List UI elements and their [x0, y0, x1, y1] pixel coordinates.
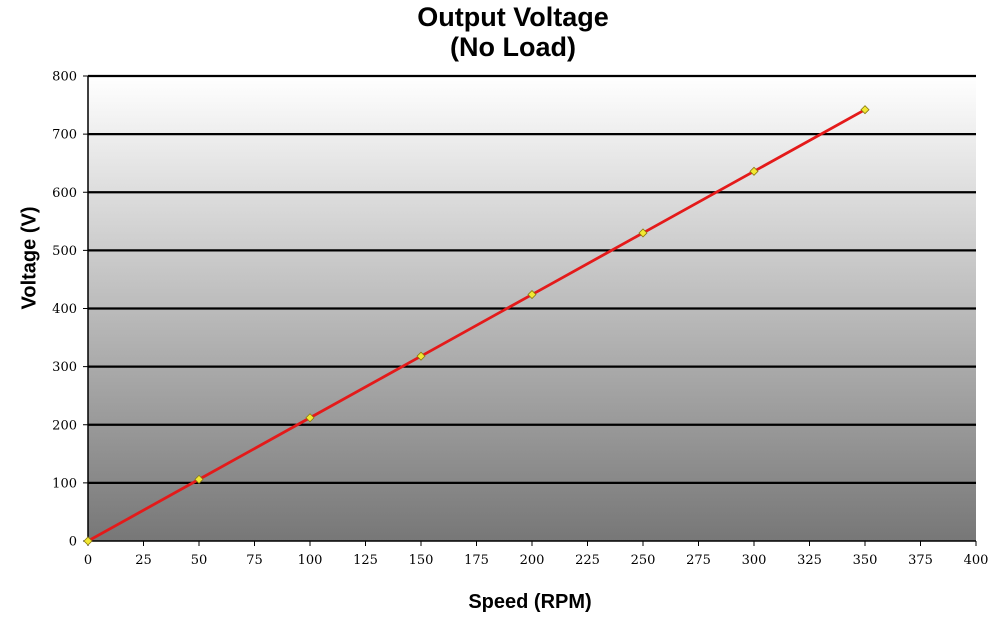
x-tick-label: 25 — [135, 553, 152, 568]
chart-title-line-1: Output Voltage — [417, 2, 609, 32]
x-tick-label: 100 — [298, 553, 323, 568]
chart-title-line-2: (No Load) — [450, 32, 576, 62]
data-point — [860, 105, 870, 115]
x-tick-label: 175 — [464, 553, 489, 568]
data-point — [416, 351, 426, 361]
y-tick-label: 0 — [69, 535, 77, 550]
data-point — [305, 413, 315, 423]
y-tick-label: 800 — [52, 70, 77, 85]
x-tick-label: 50 — [191, 553, 208, 568]
x-tick-label: 325 — [797, 553, 822, 568]
x-tick-label: 150 — [409, 553, 434, 568]
y-tick-label: 100 — [52, 476, 77, 491]
x-tick-label: 375 — [908, 553, 933, 568]
y-tick-label: 400 — [52, 302, 77, 317]
x-tick-label: 200 — [520, 553, 545, 568]
y-tick-label: 200 — [52, 418, 77, 433]
x-tick-label: 75 — [246, 553, 263, 568]
x-tick-label: 300 — [742, 553, 767, 568]
y-tick-label: 600 — [52, 186, 77, 201]
data-point — [749, 166, 759, 176]
x-tick-label: 225 — [575, 553, 600, 568]
data-point — [638, 228, 648, 238]
data-point — [83, 536, 93, 546]
y-tick-label: 300 — [52, 360, 77, 375]
x-tick-label: 125 — [353, 553, 378, 568]
series-line — [86, 108, 867, 543]
x-tick-label: 250 — [631, 553, 656, 568]
x-tick-label: 275 — [686, 553, 711, 568]
y-tick-label: 700 — [52, 128, 77, 143]
x-tick-label: 350 — [853, 553, 878, 568]
data-point — [527, 289, 537, 300]
x-tick-label: 400 — [964, 553, 989, 568]
y-tick-label: 500 — [52, 244, 77, 259]
data-point — [194, 474, 204, 484]
x-axis-title: Speed (RPM) — [468, 591, 592, 613]
x-tick-label: 0 — [84, 553, 92, 568]
